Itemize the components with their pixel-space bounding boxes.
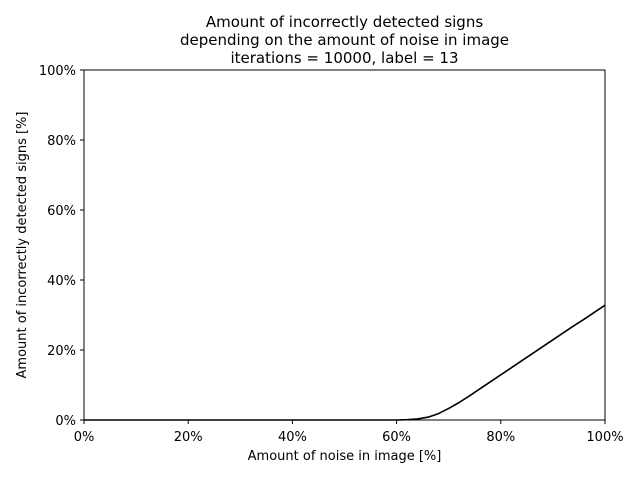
x-tick-label: 20% <box>174 430 203 445</box>
chart-title-line-3: iterations = 10000, label = 13 <box>230 49 458 67</box>
chart-title: Amount of incorrectly detected signs dep… <box>180 13 509 67</box>
series-line-0 <box>84 304 606 421</box>
chart-title-line-1: Amount of incorrectly detected signs <box>206 13 483 31</box>
y-axis-label: Amount of incorrectly detected signs [%] <box>15 112 30 379</box>
x-axis-ticks: 0% 20% 40% 60% 80% 100% <box>74 420 624 445</box>
y-tick-label: 0% <box>55 414 76 429</box>
plot-frame <box>83 69 606 421</box>
x-tick-label: 0% <box>74 430 95 445</box>
x-tick-label: 60% <box>382 430 411 445</box>
y-tick-label: 60% <box>47 204 76 219</box>
x-tick-label: 100% <box>586 430 623 445</box>
y-axis-ticks: 0% 20% 40% 60% 80% 100% <box>39 64 84 429</box>
y-tick-label: 100% <box>39 64 76 79</box>
y-tick-label: 20% <box>47 344 76 359</box>
chart-title-line-2: depending on the amount of noise in imag… <box>180 31 509 49</box>
y-tick-label: 40% <box>47 274 76 289</box>
x-axis-label: Amount of noise in image [%] <box>248 449 442 464</box>
x-tick-label: 40% <box>278 430 307 445</box>
x-tick-label: 80% <box>486 430 515 445</box>
series-group <box>84 304 606 421</box>
y-tick-label: 80% <box>47 134 76 149</box>
